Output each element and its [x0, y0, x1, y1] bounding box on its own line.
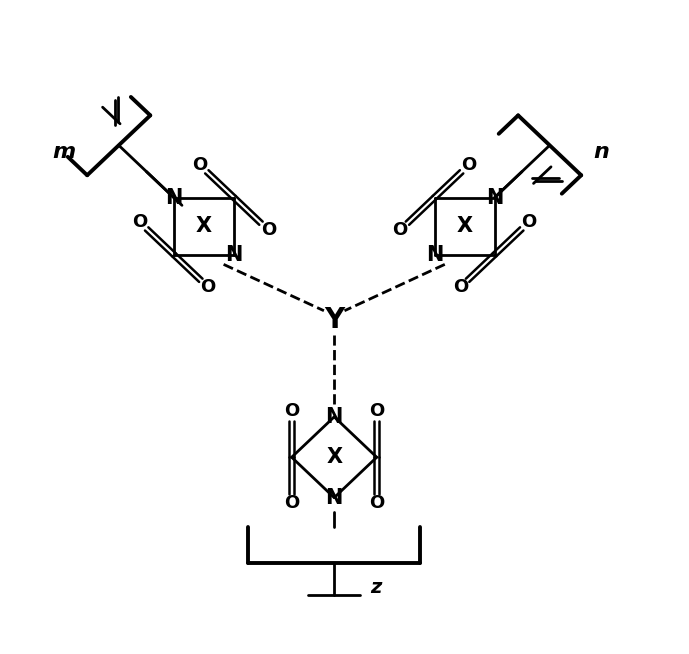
Text: Y: Y — [324, 307, 344, 334]
Text: O: O — [453, 278, 468, 296]
Text: O: O — [369, 402, 384, 420]
Text: X: X — [326, 447, 342, 467]
Text: O: O — [522, 213, 537, 231]
Text: n: n — [593, 142, 609, 162]
Text: O: O — [192, 156, 207, 174]
Text: N: N — [426, 245, 443, 265]
Text: O: O — [461, 156, 477, 174]
Text: O: O — [284, 494, 299, 512]
Text: O: O — [132, 213, 147, 231]
Text: O: O — [200, 278, 216, 296]
Text: z: z — [370, 578, 381, 597]
Text: X: X — [196, 216, 212, 236]
Text: O: O — [393, 221, 408, 239]
Text: m: m — [52, 142, 75, 162]
Text: O: O — [260, 221, 276, 239]
Text: N: N — [325, 488, 343, 508]
Text: X: X — [457, 216, 473, 236]
Text: N: N — [325, 407, 343, 427]
Text: O: O — [284, 402, 299, 420]
Text: N: N — [486, 188, 504, 207]
Text: O: O — [369, 494, 384, 512]
Text: N: N — [165, 188, 183, 207]
Text: N: N — [225, 245, 243, 265]
